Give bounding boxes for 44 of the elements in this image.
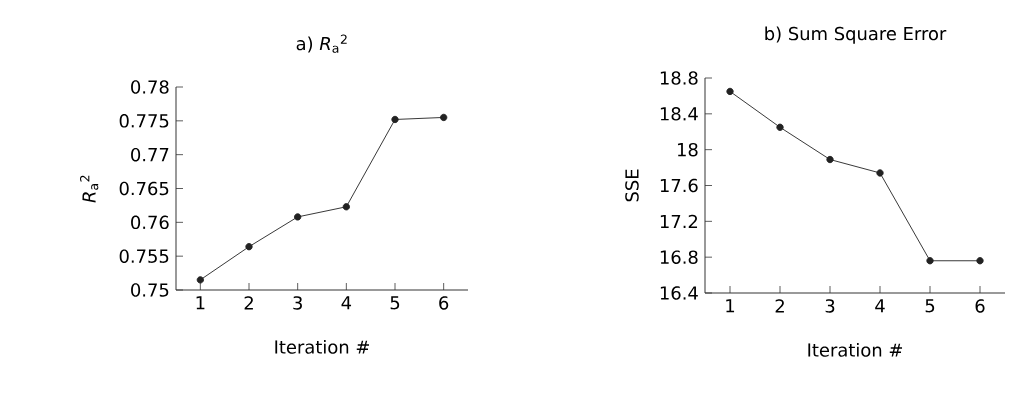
x-tick-label: 6 <box>975 299 985 313</box>
y-tick-label: 0.765 <box>119 181 169 196</box>
y-tick-label: 18.8 <box>660 71 698 85</box>
x-axis-title: Iteration # <box>275 339 370 354</box>
x-tick-label: 3 <box>293 296 302 310</box>
x-tick-label: 2 <box>775 299 784 313</box>
x-tick-label: 5 <box>390 296 400 310</box>
x-tick-label: 5 <box>925 299 935 313</box>
x-tick-label: 4 <box>875 299 885 313</box>
point <box>826 155 834 164</box>
y-tick-label: 17.6 <box>660 178 698 193</box>
y-tick-label: 18 <box>677 142 698 157</box>
x-axis-title: Iteration # <box>808 342 903 357</box>
y-tick-label: 17.2 <box>660 214 698 228</box>
y-tick-label: 18.4 <box>660 107 698 121</box>
y-tick-label: 0.775 <box>119 114 169 128</box>
point <box>976 257 984 265</box>
y-axis-title: R$_{a}$2 <box>80 175 99 203</box>
y-tick-label: 0.75 <box>131 283 169 297</box>
x-tick-label: 4 <box>341 296 352 310</box>
y-tick-label: 0.78 <box>131 80 169 94</box>
point <box>926 257 934 265</box>
y-axis-title: SSE <box>625 169 639 202</box>
chart-title: b) Sum Square Error <box>765 26 947 44</box>
y-tick-label: 0.77 <box>131 147 169 162</box>
point <box>391 115 399 124</box>
x-tick-label: 1 <box>196 296 205 310</box>
point <box>245 243 253 251</box>
point <box>876 169 884 177</box>
point <box>342 203 350 211</box>
y-tick-label: 16.8 <box>660 250 698 264</box>
point <box>440 113 448 122</box>
point <box>196 276 204 284</box>
chart-title: a) R$_{a}$2 <box>296 34 347 53</box>
y-tick-label: 0.755 <box>119 249 169 263</box>
point <box>294 213 302 221</box>
x-tick-label: 2 <box>244 296 253 310</box>
x-tick-label: 1 <box>726 299 735 313</box>
point <box>726 87 734 96</box>
x-tick-label: 3 <box>825 299 835 313</box>
y-tick-label: 16.4 <box>660 286 698 300</box>
x-tick-label: 6 <box>439 296 449 310</box>
y-tick-label: 0.76 <box>131 215 169 230</box>
point <box>776 123 784 131</box>
